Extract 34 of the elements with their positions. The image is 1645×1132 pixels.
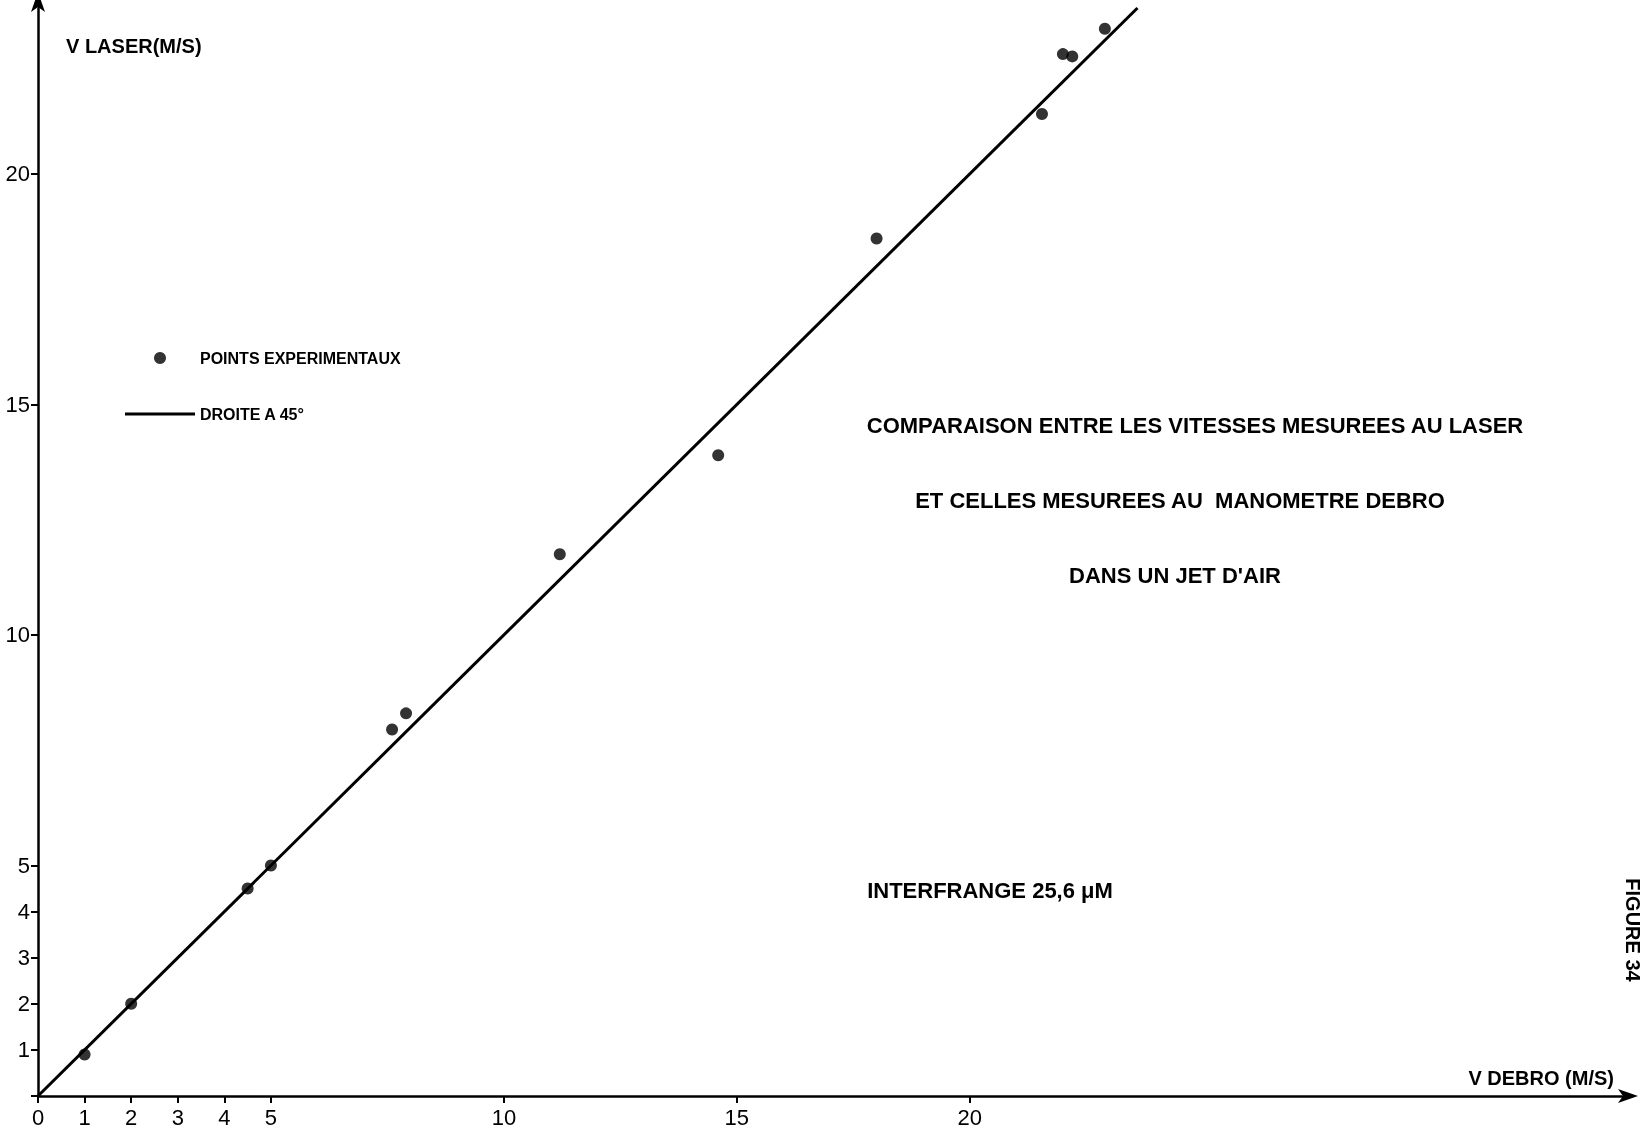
point [712,449,725,462]
point [400,707,413,720]
x-tick-label: 5 [264,1104,278,1130]
y-tick-label: 20 [5,161,30,187]
point [870,232,883,245]
y-tick-label: 5 [17,852,30,878]
point [1066,50,1079,63]
y-axis-title: V LASER(M/S) [66,35,202,57]
x-tick-label: 3 [171,1104,184,1130]
annotation: INTERFRANGE 25,6 μM [867,877,1113,903]
annotation: COMPARAISON ENTRE LES VITESSES MESUREES AU LASER [866,412,1524,438]
y-tick-label: 10 [5,622,30,648]
annotation: FIGURE 34 [1622,878,1644,983]
x-tick-label: 15 [724,1104,750,1130]
x-tick-label: 10 [491,1104,517,1130]
x-tick-label: 0 [31,1104,45,1130]
point [1098,22,1111,35]
point [386,723,399,736]
annotation: ET CELLES MESUREES AU MANOMETRE DEBRO [915,487,1445,513]
y-tick-label: 2 [17,991,30,1017]
y-tick-label: 3 [17,945,30,971]
x-tick-label: 1 [78,1104,91,1130]
x-axis-title: V DEBRO (M/S) [1468,1067,1614,1089]
y-tick-label: 15 [5,391,30,417]
y-tick-label: 4 [17,899,30,925]
y-tick-label: 1 [17,1037,30,1063]
legend-label: DROITE A 45° [200,405,304,423]
point [1035,108,1048,121]
x-tick-label: 20 [957,1104,983,1130]
x-tick-label: 4 [218,1104,231,1130]
x-tick-label: 2 [125,1104,138,1130]
annotation: DANS UN JET D'AIR [1069,562,1282,588]
legend-label: POINTS EXPERIMENTAUX [200,349,401,367]
point [553,548,566,561]
